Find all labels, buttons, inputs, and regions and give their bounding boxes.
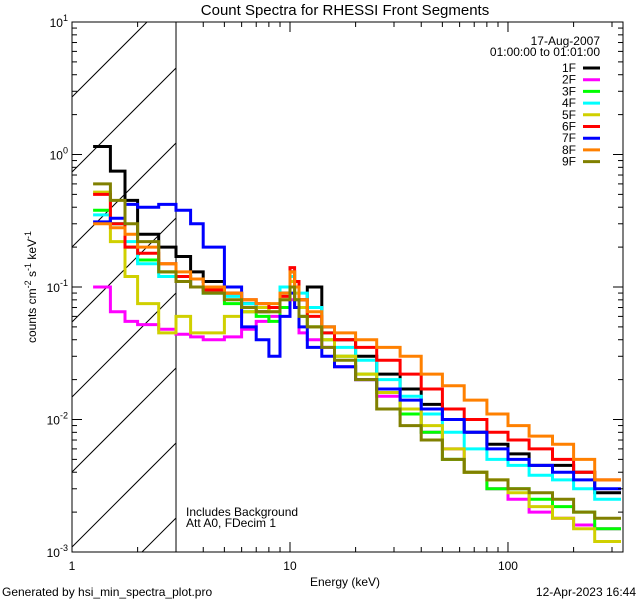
hatch-line xyxy=(141,517,177,553)
legend-label-7F: 7F xyxy=(562,131,576,145)
excluded-energy-hatch xyxy=(71,21,177,553)
date-label: 17-Aug-2007 xyxy=(531,34,601,48)
legend-label-2F: 2F xyxy=(562,73,576,87)
y-axis-label-part: keV xyxy=(25,239,39,263)
annotation-background: Includes Background xyxy=(186,505,298,519)
legend-label-8F: 8F xyxy=(562,143,576,157)
x-axis-label: Energy (keV) xyxy=(310,575,380,589)
y-tick-label: 10-2 xyxy=(47,411,68,428)
x-tick-label: 10 xyxy=(283,559,297,573)
y-axis-label-exponent: -1 xyxy=(23,263,33,271)
legend-label-3F: 3F xyxy=(562,84,576,98)
x-tick-label: 1 xyxy=(69,559,76,573)
y-tick-label: 101 xyxy=(50,13,68,30)
hatch-line xyxy=(71,21,148,98)
legend-label-4F: 4F xyxy=(562,96,576,110)
annotation-attenuator: Att A0, FDecim 1 xyxy=(186,516,276,530)
x-tick-label: 100 xyxy=(498,559,518,573)
legend-label-5F: 5F xyxy=(562,108,576,122)
plot-frame xyxy=(71,21,624,553)
y-axis-label-exponent: -1 xyxy=(23,231,33,239)
y-axis-label-part: s xyxy=(25,271,39,280)
hatch-line xyxy=(71,442,177,548)
y-axis-label: counts cm-2 s-1 keV-1 xyxy=(23,231,39,343)
series-1F xyxy=(93,145,621,495)
series-7F xyxy=(93,202,621,491)
y-axis-label-part: counts cm xyxy=(25,288,39,343)
y-tick-label: 100 xyxy=(50,146,68,163)
y-axis-label-exponent: -2 xyxy=(23,280,33,288)
chart-title: Count Spectra for RHESSI Front Segments xyxy=(201,2,489,19)
y-tick-label: 10-3 xyxy=(47,543,68,560)
hatch-line xyxy=(71,67,177,173)
footer-timestamp: 12-Apr-2023 16:44 xyxy=(536,585,636,599)
legend-label-9F: 9F xyxy=(562,155,576,169)
legend-label-1F: 1F xyxy=(562,61,576,75)
hatch-line xyxy=(71,367,177,473)
footer-generated-by: Generated by hsi_min_spectra_plot.pro xyxy=(2,585,212,599)
hatch-line xyxy=(71,292,177,398)
y-tick-label: 10-1 xyxy=(47,278,68,295)
series-9F xyxy=(93,182,621,520)
legend-label-6F: 6F xyxy=(562,120,576,134)
axes: 1 10 100 101 100 10-1 10-2 10-3 xyxy=(47,13,624,573)
time-range-label: 01:00:00 to 01:01:00 xyxy=(490,45,600,59)
series-group xyxy=(93,145,621,543)
